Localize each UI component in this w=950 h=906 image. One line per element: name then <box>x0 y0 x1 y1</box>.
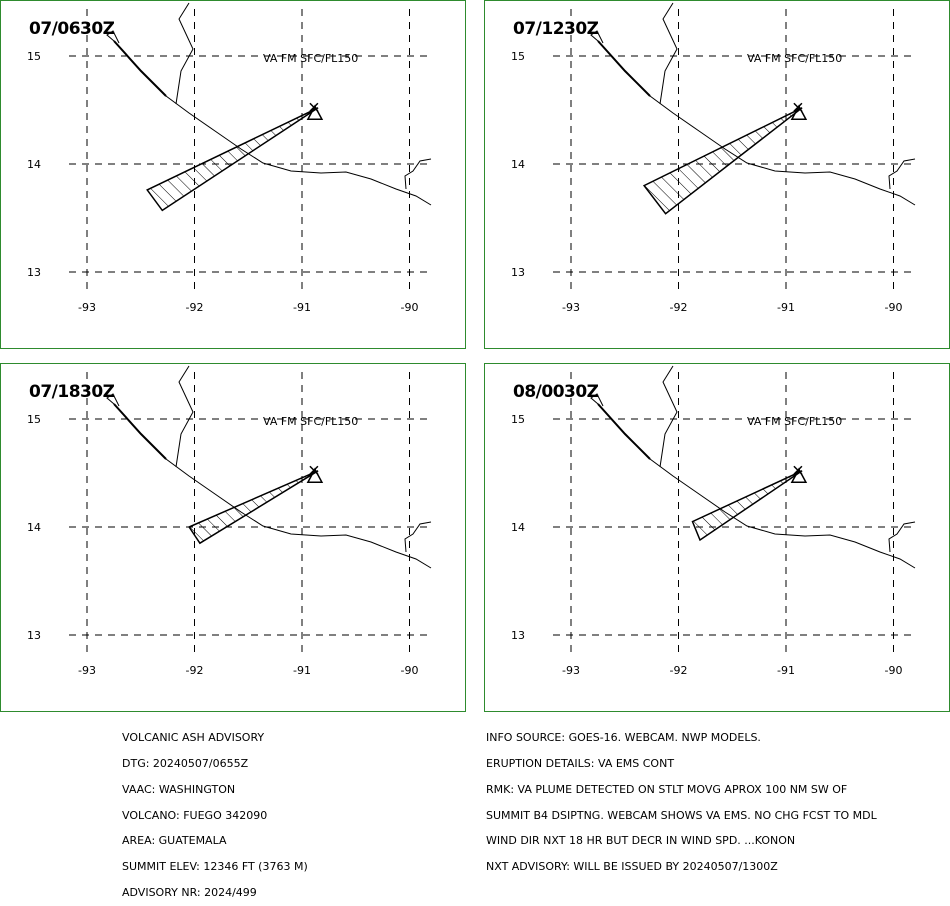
coastline-thick <box>113 40 167 97</box>
coastline-thick <box>597 40 651 97</box>
longitude-tick-label: -93 <box>562 664 580 677</box>
map-canvas: -93 -92 -91 -90 15 14 13 VA FM SFC/FL150 <box>27 365 433 677</box>
latitude-tick-label: 15 <box>27 413 41 426</box>
longitude-tick-label: -92 <box>670 301 688 314</box>
volcano-x-icon <box>309 102 319 112</box>
latitude-tick-label: 14 <box>27 158 41 171</box>
longitude-tick-label: -90 <box>885 301 903 314</box>
panel-valid-time: 07/1230Z <box>513 19 599 39</box>
advisory-left-line: ADVISORY NR: 2024/499 <box>122 885 257 899</box>
latitude-tick-label: 15 <box>27 50 41 63</box>
border-line <box>175 365 194 468</box>
longitude-tick-label: -91 <box>293 664 311 677</box>
latitude-tick-label: 14 <box>511 158 525 171</box>
volcano-x-icon <box>309 465 319 475</box>
latitude-tick-label: 14 <box>511 521 525 534</box>
latitude-tick-label: 13 <box>27 266 41 279</box>
flight-level-label: VA FM SFC/FL150 <box>263 52 358 65</box>
border-line <box>106 393 120 407</box>
coastline-thick <box>597 403 651 460</box>
ash-plume-polygon <box>146 107 319 212</box>
longitude-tick-label: -92 <box>186 664 204 677</box>
advisory-left-line: VOLCANO: FUEGO 342090 <box>122 808 268 822</box>
advisory-left-line: DTG: 20240507/0655Z <box>122 756 249 770</box>
flight-level-label: VA FM SFC/FL150 <box>747 415 842 428</box>
volcano-triangle-icon <box>790 467 808 483</box>
map-panel: 07/1830Z -93 -92 -91 -90 15 14 13 VA FM SFC/FL15… <box>0 363 466 712</box>
longitude-tick-label: -93 <box>78 664 96 677</box>
advisory-left-line: VAAC: WASHINGTON <box>122 782 236 796</box>
longitude-tick-label: -91 <box>777 664 795 677</box>
flight-level-label: VA FM SFC/FL150 <box>263 415 358 428</box>
longitude-tick-label: -93 <box>562 301 580 314</box>
longitude-tick-label: -92 <box>186 301 204 314</box>
longitude-tick-label: -90 <box>885 664 903 677</box>
ash-plume-polygon <box>187 470 319 545</box>
border-line <box>106 30 120 44</box>
advisory-right-line: SUMMIT B4 DSIPTNG. WEBCAM SHOWS VA EMS. … <box>486 808 877 822</box>
advisory-right-line: WIND DIR NXT 18 HR BUT DECR IN WIND SPD.… <box>486 834 796 848</box>
panel-valid-time: 07/0630Z <box>29 19 115 39</box>
advisory-right-line: NXT ADVISORY: WILL BE ISSUED BY 20240507… <box>486 860 778 874</box>
latitude-tick-label: 13 <box>511 266 525 279</box>
longitude-tick-label: -92 <box>670 664 688 677</box>
border-line <box>888 158 916 190</box>
volcano-triangle-icon <box>790 104 808 120</box>
map-panel: 07/0630Z -93 -92 -91 -90 15 14 13 VA FM SFC/FL15… <box>0 0 466 349</box>
border-line <box>590 393 604 407</box>
advisory-left-line: AREA: GUATEMALA <box>122 834 227 848</box>
advisory-left-line: VOLCANIC ASH ADVISORY <box>122 731 265 745</box>
longitude-tick-label: -90 <box>401 301 419 314</box>
longitude-tick-label: -91 <box>777 301 795 314</box>
border-line <box>659 365 678 468</box>
panel-valid-time: 08/0030Z <box>513 382 599 402</box>
border-line <box>659 2 678 105</box>
latitude-tick-label: 15 <box>511 50 525 63</box>
longitude-tick-label: -90 <box>401 664 419 677</box>
latitude-tick-label: 13 <box>27 629 41 642</box>
ash-plume-polygon <box>642 107 803 215</box>
volcano-triangle-icon <box>306 467 324 483</box>
advisory-right-line: INFO SOURCE: GOES-16. WEBCAM. NWP MODELS… <box>486 731 761 745</box>
volcano-x-icon <box>793 465 803 475</box>
latitude-tick-label: 13 <box>511 629 525 642</box>
border-line <box>175 2 194 105</box>
longitude-tick-label: -91 <box>293 301 311 314</box>
map-canvas: -93 -92 -91 -90 15 14 13 VA FM SFC/FL150 <box>27 2 433 314</box>
advisory-right-line: RMK: VA PLUME DETECTED ON STLT MOVG APRO… <box>486 782 848 796</box>
coastline <box>597 40 916 206</box>
volcano-triangle-icon <box>306 104 324 120</box>
advisory-left-line: SUMMIT ELEV: 12346 FT (3763 M) <box>122 860 308 874</box>
border-line <box>590 30 604 44</box>
flight-level-label: VA FM SFC/FL150 <box>747 52 842 65</box>
coastline-thick <box>113 403 167 460</box>
map-panel: 07/1230Z -93 -92 -91 -90 15 14 13 VA FM SFC/FL15… <box>484 0 950 349</box>
ash-plume-polygon <box>691 470 803 542</box>
coastline <box>113 40 432 206</box>
border-line <box>888 521 916 553</box>
latitude-tick-label: 14 <box>27 521 41 534</box>
advisory-right-line: ERUPTION DETAILS: VA EMS CONT <box>486 756 675 770</box>
longitude-tick-label: -93 <box>78 301 96 314</box>
latitude-tick-label: 15 <box>511 413 525 426</box>
panel-valid-time: 07/1830Z <box>29 382 115 402</box>
border-line <box>404 158 432 190</box>
volcano-x-icon <box>793 102 803 112</box>
map-canvas: -93 -92 -91 -90 15 14 13 VA FM SFC/FL150 <box>511 365 917 677</box>
advisory-right-block: INFO SOURCE: GOES-16. WEBCAM. NWP MODELS… <box>486 717 877 880</box>
map-canvas: -93 -92 -91 -90 15 14 13 VA FM SFC/FL150 <box>511 2 917 314</box>
map-panel: 08/0030Z -93 -92 -91 -90 15 14 13 VA FM SFC/FL15… <box>484 363 950 712</box>
coastline <box>113 403 432 569</box>
border-line <box>404 521 432 553</box>
coastline <box>597 403 916 569</box>
